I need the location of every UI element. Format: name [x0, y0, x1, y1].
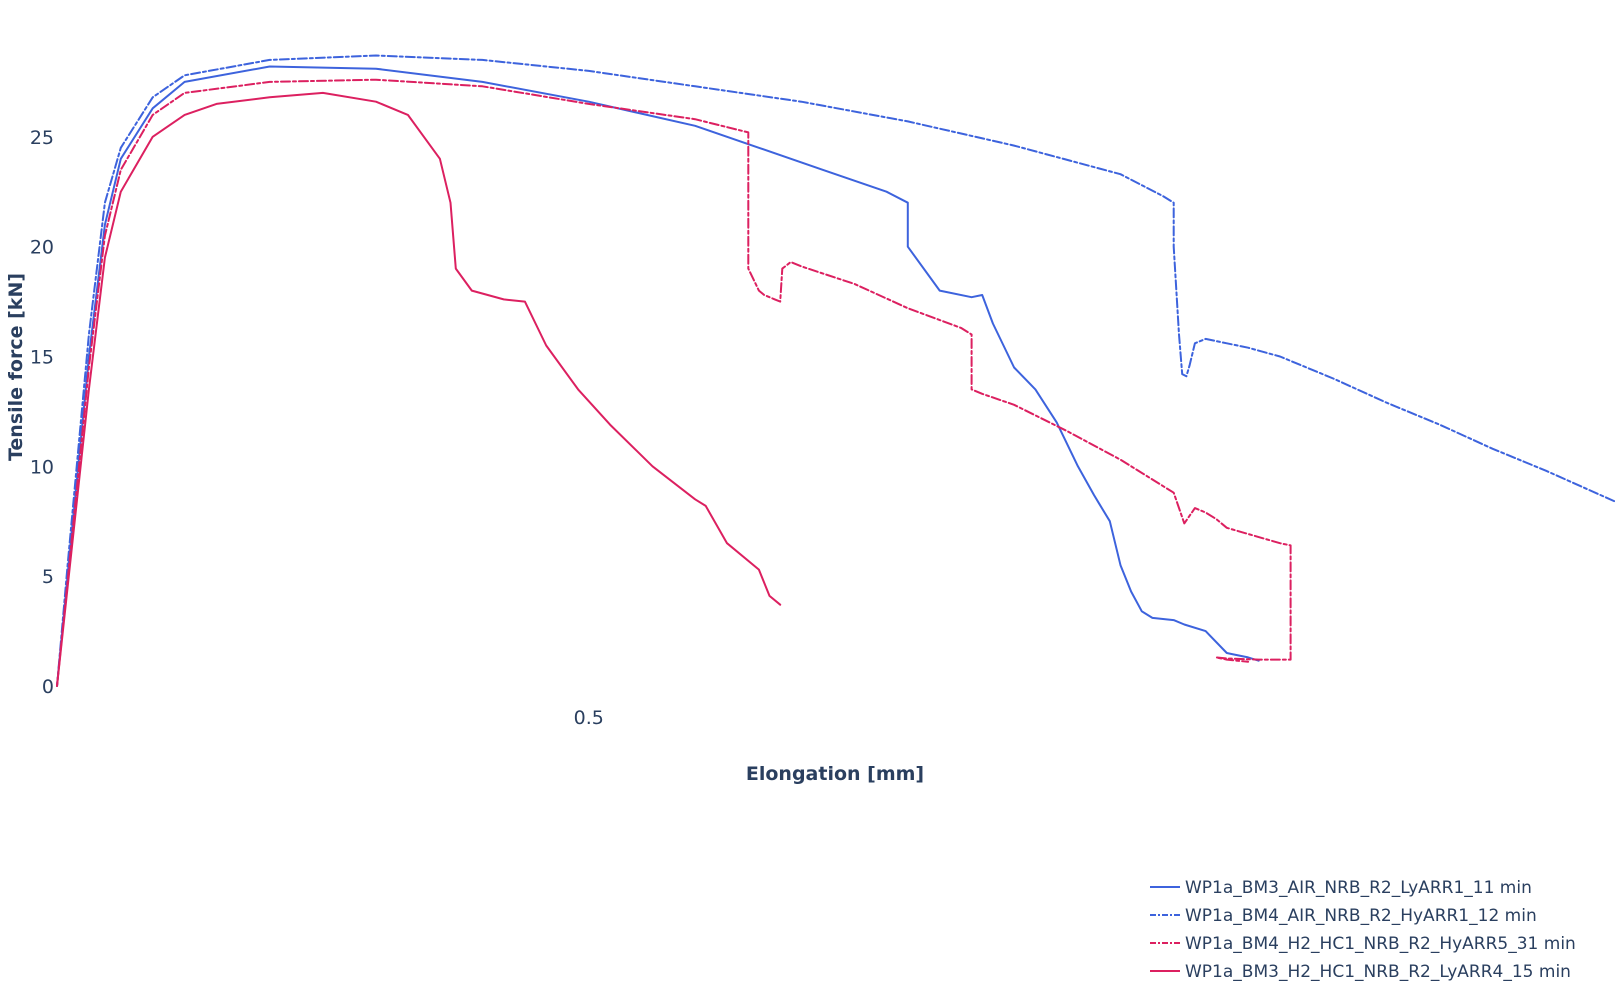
series-line-wp1a-bm4-h2-hc1-nrb-r2-hyarr5-31-min	[56, 78, 1292, 687]
legend: WP1a_BM3_AIR_NRB_R2_LyARR1_11 min WP1a_BM…	[1150, 878, 1576, 982]
plot-series-group	[56, 54, 1615, 687]
y-tick-label: 0	[42, 676, 54, 698]
legend-label: WP1a_BM4_AIR_NRB_R2_HyARR1_12 min	[1185, 906, 1537, 926]
series-line-wp1a-bm3-h2-hc1-nrb-r2-lyarr4-15-min	[56, 91, 782, 687]
series-line-wp1a-bm3-air-nrb-r2-lyarr1-11-min	[56, 65, 1260, 687]
y-tick-label: 20	[30, 237, 54, 259]
x-axis-title: Elongation [mm]	[746, 763, 924, 785]
legend-item[interactable]: WP1a_BM3_H2_HC1_NRB_R2_LyARR4_15 min	[1150, 962, 1571, 982]
legend-label: WP1a_BM3_H2_HC1_NRB_R2_LyARR4_15 min	[1185, 962, 1571, 982]
y-axis-ticks: 0 5 10 15 20 25	[30, 127, 54, 698]
y-tick-label: 15	[30, 346, 54, 368]
legend-label: WP1a_BM3_AIR_NRB_R2_LyARR1_11 min	[1185, 878, 1532, 898]
y-axis-title: Tensile force [kN]	[5, 273, 27, 461]
x-axis-ticks: 0.5	[574, 707, 604, 729]
series-line-wp1a-bm4-air-nrb-r2-hyarr1-12-min	[56, 54, 1615, 687]
legend-label: WP1a_BM4_H2_HC1_NRB_R2_HyARR5_31 min	[1185, 934, 1576, 954]
legend-item[interactable]: WP1a_BM4_H2_HC1_NRB_R2_HyARR5_31 min	[1150, 934, 1576, 954]
legend-item[interactable]: WP1a_BM4_AIR_NRB_R2_HyARR1_12 min	[1150, 906, 1537, 926]
y-tick-label: 5	[42, 566, 54, 588]
x-tick-label: 0.5	[574, 707, 604, 729]
y-tick-label: 10	[30, 456, 54, 478]
legend-item[interactable]: WP1a_BM3_AIR_NRB_R2_LyARR1_11 min	[1150, 878, 1532, 898]
y-tick-label: 25	[30, 127, 54, 149]
